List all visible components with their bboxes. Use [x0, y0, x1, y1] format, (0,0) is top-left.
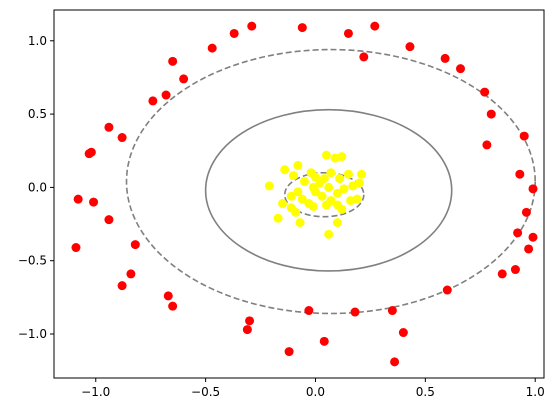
- point-series1-36: [337, 204, 347, 214]
- point-series1-37: [291, 207, 301, 217]
- point-series0-18: [519, 131, 529, 141]
- point-series1-2: [330, 153, 340, 163]
- point-series0-12: [161, 90, 171, 100]
- point-series0-10: [456, 64, 466, 74]
- point-series0-0: [247, 21, 257, 31]
- point-series1-0: [321, 150, 331, 160]
- point-series0-48: [390, 357, 400, 367]
- x-tick-label: −1.0: [81, 385, 110, 399]
- y-tick-label: 0.0: [28, 180, 47, 194]
- point-series0-39: [168, 301, 178, 311]
- y-tick-label: 1.0: [28, 34, 47, 48]
- point-series1-22: [310, 187, 320, 197]
- point-series0-14: [480, 87, 490, 97]
- point-series0-47: [284, 347, 294, 357]
- point-series0-13: [148, 96, 158, 106]
- point-series0-38: [163, 291, 173, 301]
- point-series1-12: [335, 174, 345, 184]
- point-series0-31: [71, 243, 81, 253]
- point-series0-17: [117, 133, 127, 143]
- point-series0-30: [130, 240, 140, 250]
- contour-dashed-2: [125, 48, 537, 315]
- point-series0-42: [387, 306, 397, 316]
- point-series0-41: [350, 307, 360, 317]
- point-series0-37: [442, 285, 452, 295]
- point-series0-6: [405, 42, 415, 52]
- point-series0-32: [524, 244, 534, 254]
- x-axis: −1.0 −0.5 0.0 0.5 1.0: [81, 378, 545, 399]
- x-tick-label: −0.5: [191, 385, 220, 399]
- decision-contours: [125, 48, 537, 315]
- point-series0-11: [179, 74, 189, 84]
- point-series1-6: [326, 168, 336, 178]
- point-series1-9: [289, 171, 299, 181]
- point-series0-1: [297, 23, 307, 33]
- point-series1-18: [324, 182, 334, 192]
- point-series1-3: [293, 160, 303, 170]
- point-series0-2: [370, 21, 380, 31]
- point-series1-14: [315, 178, 325, 188]
- point-series1-32: [321, 200, 331, 210]
- x-tick-label: 0.0: [306, 385, 325, 399]
- point-series1-21: [293, 187, 303, 197]
- point-series0-23: [528, 184, 538, 194]
- x-tick-label: 0.5: [416, 385, 435, 399]
- point-series1-39: [332, 218, 342, 228]
- point-series0-4: [343, 28, 353, 38]
- point-series1-25: [317, 191, 327, 201]
- point-series1-34: [308, 201, 318, 211]
- point-series0-15: [486, 109, 496, 119]
- point-series0-24: [73, 194, 83, 204]
- plot-frame: [53, 9, 545, 379]
- point-series1-20: [348, 181, 358, 191]
- point-series1-40: [295, 218, 305, 228]
- y-tick-label: −0.5: [18, 254, 47, 268]
- x-tick-label: 1.0: [526, 385, 545, 399]
- point-series1-24: [286, 191, 296, 201]
- point-series0-16: [104, 122, 114, 132]
- point-series0-25: [89, 197, 99, 207]
- y-axis: 1.0 0.5 0.0 −0.5 −1.0: [18, 34, 54, 341]
- point-series0-8: [359, 52, 369, 62]
- y-tick-label: 0.5: [28, 107, 47, 121]
- point-series0-43: [245, 316, 255, 326]
- point-series0-28: [513, 228, 523, 238]
- point-series0-27: [104, 215, 114, 225]
- point-series1-13: [299, 177, 309, 187]
- y-tick-label: −1.0: [18, 327, 47, 341]
- point-series1-38: [273, 213, 283, 223]
- point-series0-7: [168, 56, 178, 66]
- data-points: [71, 21, 538, 367]
- point-series0-36: [117, 281, 127, 291]
- point-series0-5: [207, 43, 217, 53]
- point-series0-22: [515, 169, 525, 179]
- point-series1-19: [339, 184, 349, 194]
- point-series0-3: [229, 28, 239, 38]
- point-series1-8: [357, 169, 367, 179]
- point-series1-16: [264, 181, 274, 191]
- point-series1-4: [280, 165, 290, 175]
- point-series1-30: [278, 199, 288, 209]
- point-series0-44: [242, 325, 252, 335]
- point-series0-9: [440, 53, 450, 63]
- point-series0-34: [126, 269, 136, 279]
- point-series0-35: [497, 269, 507, 279]
- point-series0-19: [482, 140, 492, 150]
- point-series1-29: [346, 196, 356, 206]
- point-series1-23: [332, 188, 342, 198]
- point-series0-26: [521, 207, 531, 217]
- point-series0-40: [304, 306, 314, 316]
- point-series1-27: [297, 194, 307, 204]
- point-series0-21: [84, 149, 94, 159]
- point-series0-46: [319, 336, 329, 346]
- point-series0-45: [398, 328, 408, 338]
- point-series1-41: [324, 229, 334, 239]
- point-series0-29: [528, 232, 538, 242]
- point-series0-33: [510, 265, 520, 275]
- point-series1-7: [343, 169, 353, 179]
- contour-dashed-0: [283, 171, 365, 218]
- contour-solid-1: [204, 108, 453, 272]
